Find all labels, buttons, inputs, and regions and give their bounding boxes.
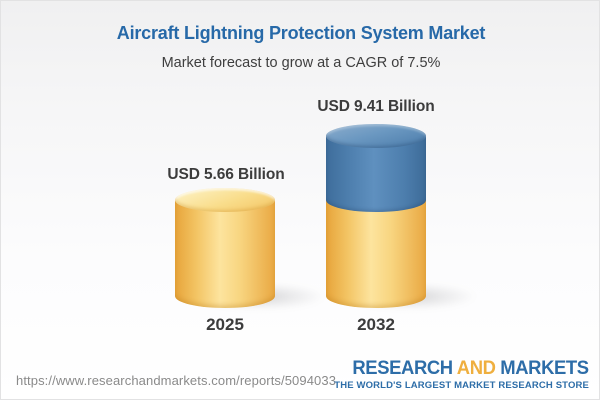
category-label-2032: 2032 <box>357 315 395 334</box>
logo-wordmark: RESEARCH AND MARKETS <box>342 358 590 379</box>
cylinder-2032-top <box>326 124 426 148</box>
chart-title: Aircraft Lightning Protection System Mar… <box>116 23 486 43</box>
logo-word-and: AND <box>457 358 496 379</box>
logo-word-research: RESEARCH <box>352 358 454 379</box>
research-and-markets-logo: RESEARCH AND MARKETS THE WORLD'S LARGEST… <box>334 359 589 391</box>
cylinder-2025-top <box>175 188 275 212</box>
report-url[interactable]: https://www.researchandmarkets.com/repor… <box>16 373 337 388</box>
chart-subtitle: Market forecast to grow at a CAGR of 7.5… <box>161 55 441 71</box>
value-label-2025: USD 5.66 Billion <box>167 166 285 183</box>
value-label-2032: USD 9.41 Billion <box>317 98 435 115</box>
logo-word-markets: MARKETS <box>500 358 590 379</box>
category-label-2025: 2025 <box>206 315 244 334</box>
cylinder-2032-base-segment <box>326 200 426 308</box>
cylinder-2025-body <box>175 200 275 308</box>
cylinder-2032-growth-segment <box>326 136 426 212</box>
logo-tagline: THE WORLD'S LARGEST MARKET RESEARCH STOR… <box>334 379 589 391</box>
